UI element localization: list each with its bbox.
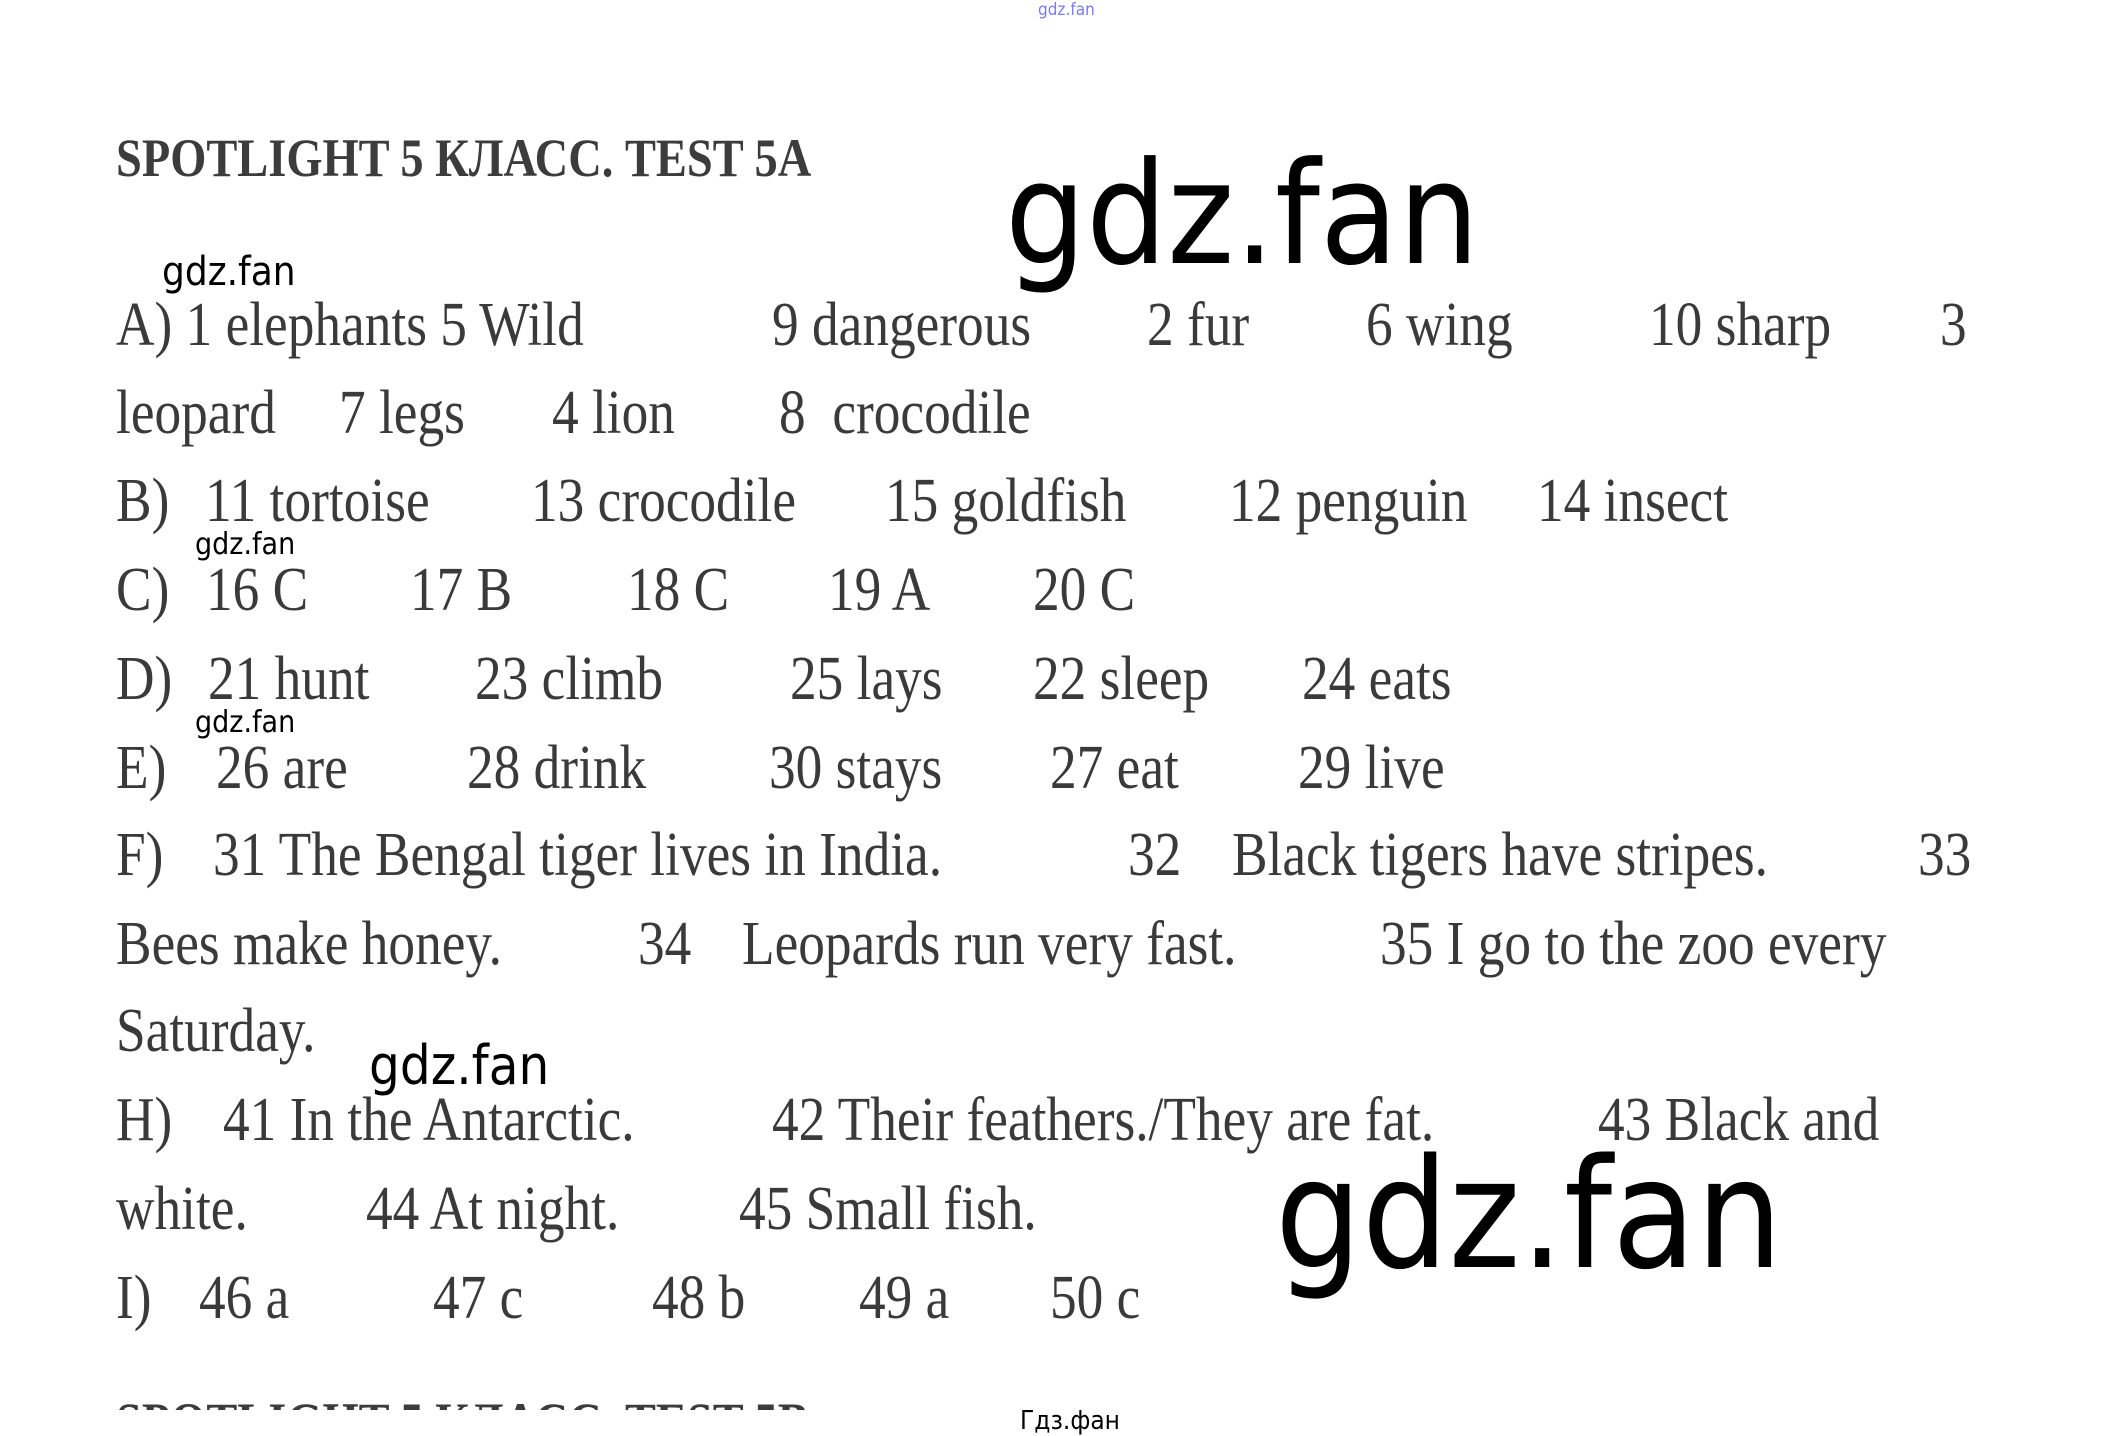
answer-item: 25 lays (790, 645, 943, 713)
answer-item: 41 In the Antarctic. (223, 1086, 635, 1154)
answer-item: 29 live (1298, 734, 1445, 802)
answer-item: A) 1 elephants 5 Wild (116, 291, 584, 359)
section-label: E) (116, 734, 167, 802)
answer-item: 12 penguin (1229, 467, 1468, 535)
watermark: gdz.fan (195, 527, 296, 562)
answer-item: 2 fur (1147, 291, 1250, 359)
answer-item: 14 insect (1537, 467, 1729, 535)
answer-item: 9 dangerous (772, 291, 1032, 359)
answer-item: 46 a (199, 1264, 290, 1332)
answer-item: 22 sleep (1033, 645, 1210, 713)
answer-item: 49 a (859, 1264, 950, 1332)
answer-item: 43 Black and (1598, 1086, 1880, 1154)
answer-item: 24 eats (1302, 645, 1452, 713)
answer-item: 10 sharp (1649, 291, 1832, 359)
answer-item: 11 tortoise (205, 467, 430, 535)
answer-item: 28 drink (467, 734, 647, 802)
answer-item: Black tigers have stripes. (1232, 821, 1769, 889)
answer-item: leopard (116, 379, 276, 447)
answer-item: 27 eat (1050, 734, 1179, 802)
answer-item: 23 climb (475, 645, 664, 713)
answer-item: 19 A (828, 556, 931, 624)
answer-item: 17 B (410, 556, 513, 624)
answer-item: 44 At night. (366, 1175, 620, 1243)
answer-item: 26 are (216, 734, 348, 802)
answer-item: 32 (1128, 821, 1182, 889)
watermark: gdz.fan (195, 705, 296, 740)
answer-item: 48 b (652, 1264, 746, 1332)
next-page-title: SPOTLIGHT 5 КЛАСС. TEST 5B (116, 1395, 809, 1410)
answer-item: 3 (1940, 291, 1967, 359)
answer-item: 30 stays (769, 734, 943, 802)
answer-item: 4 lion (552, 379, 675, 447)
answer-item: 31 The Bengal tiger lives in India. (213, 821, 943, 889)
watermark: gdz.fan (369, 1034, 550, 1097)
watermark: gdz.fan (1005, 132, 1480, 297)
answer-item: 42 Their feathers./They are fat. (772, 1086, 1435, 1154)
answer-item: 34 (638, 910, 692, 978)
answer-item: white. (116, 1175, 248, 1243)
answer-item: 6 wing (1366, 291, 1513, 359)
page-title: SPOTLIGHT 5 КЛАСС. TEST 5A (116, 128, 812, 188)
answer-item: 45 Small fish. (739, 1175, 1037, 1243)
answer-item: 47 c (433, 1264, 524, 1332)
section-label: B) (116, 467, 170, 535)
answer-item: 16 C (206, 556, 309, 624)
answer-item: 35 I go to the zoo every (1380, 910, 1887, 978)
answer-item: 21 hunt (208, 645, 370, 713)
answer-item: 13 crocodile (531, 467, 797, 535)
answer-item: Leopards run very fast. (742, 910, 1237, 978)
section-label: H) (116, 1086, 173, 1154)
answer-item: 20 C (1033, 556, 1136, 624)
watermark: gdz.fan (1038, 0, 1095, 20)
next-page-title-clipped: SPOTLIGHT 5 КЛАСС. TEST 5B (0, 1380, 2111, 1410)
section-label: I) (116, 1264, 152, 1332)
watermark: gdz.fan (162, 249, 296, 295)
answer-item: 7 legs (339, 379, 465, 447)
section-label: D) (116, 645, 173, 713)
watermark: gdz.fan (1275, 1126, 1783, 1303)
answer-item: 50 c (1050, 1264, 1141, 1332)
answer-item: Saturday. (116, 997, 316, 1065)
answer-item: 33 (1918, 821, 1972, 889)
section-label: C) (116, 556, 170, 624)
section-label: F) (116, 821, 164, 889)
answer-item: 15 goldfish (885, 467, 1127, 535)
answer-item: Bees make honey. (116, 910, 502, 978)
watermark: Гдз.фан (1020, 1406, 1120, 1436)
answer-item: 18 C (627, 556, 730, 624)
answer-item: 8 crocodile (779, 379, 1031, 447)
